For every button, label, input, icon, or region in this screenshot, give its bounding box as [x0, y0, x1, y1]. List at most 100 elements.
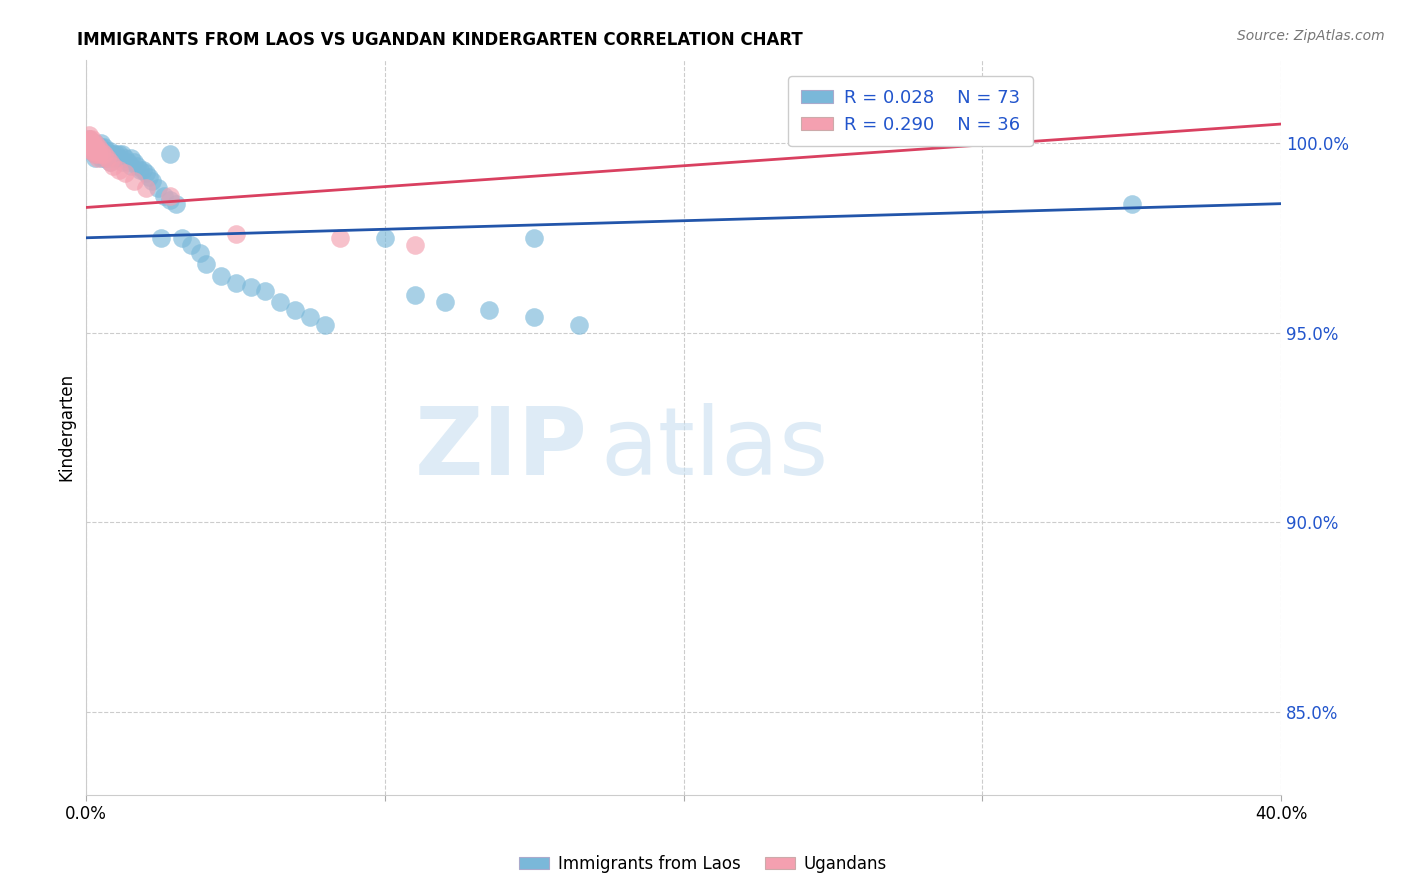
Point	[84, 136, 107, 150]
Point	[77, 136, 100, 150]
Point	[90, 151, 112, 165]
Point	[159, 193, 181, 207]
Point	[87, 140, 110, 154]
Point	[101, 147, 124, 161]
Point	[87, 147, 110, 161]
Point	[523, 231, 546, 245]
Point	[108, 162, 131, 177]
Text: Source: ZipAtlas.com: Source: ZipAtlas.com	[1237, 29, 1385, 43]
Point	[87, 140, 110, 154]
Point	[225, 227, 247, 241]
Point	[90, 136, 112, 150]
Point	[165, 196, 187, 211]
Point	[523, 310, 546, 325]
Point	[96, 151, 118, 165]
Point	[194, 257, 217, 271]
Point	[87, 151, 110, 165]
Point	[98, 147, 121, 161]
Point	[105, 151, 128, 165]
Point	[77, 132, 100, 146]
Point	[135, 166, 157, 180]
Point	[82, 136, 104, 150]
Point	[96, 147, 118, 161]
Point	[77, 136, 100, 150]
Point	[84, 140, 107, 154]
Point	[1121, 196, 1143, 211]
Point	[254, 284, 277, 298]
Point	[101, 151, 124, 165]
Point	[117, 155, 139, 169]
Point	[239, 280, 262, 294]
Point	[122, 155, 145, 169]
Point	[114, 166, 136, 180]
Point	[87, 144, 110, 158]
Point	[108, 147, 131, 161]
Point	[77, 132, 100, 146]
Text: IMMIGRANTS FROM LAOS VS UGANDAN KINDERGARTEN CORRELATION CHART: IMMIGRANTS FROM LAOS VS UGANDAN KINDERGA…	[77, 31, 803, 49]
Point	[225, 277, 247, 291]
Point	[125, 159, 148, 173]
Point	[82, 144, 104, 158]
Point	[433, 295, 456, 310]
Point	[314, 318, 336, 332]
Legend: R = 0.028    N = 73, R = 0.290    N = 36: R = 0.028 N = 73, R = 0.290 N = 36	[789, 76, 1033, 146]
Point	[141, 174, 163, 188]
Point	[129, 162, 152, 177]
Point	[404, 287, 426, 301]
Point	[77, 136, 100, 150]
Point	[146, 181, 169, 195]
Point	[87, 144, 110, 158]
Point	[90, 140, 112, 154]
Point	[120, 159, 142, 173]
Point	[374, 231, 396, 245]
Point	[84, 151, 107, 165]
Point	[96, 144, 118, 158]
Point	[84, 136, 107, 150]
Text: atlas: atlas	[600, 403, 828, 495]
Point	[132, 162, 155, 177]
Point	[93, 147, 115, 161]
Point	[98, 155, 121, 169]
Point	[159, 147, 181, 161]
Point	[269, 295, 291, 310]
Point	[82, 132, 104, 146]
Point	[101, 159, 124, 173]
Point	[84, 140, 107, 154]
Point	[209, 268, 232, 283]
Point	[96, 151, 118, 165]
Point	[84, 144, 107, 158]
Point	[404, 238, 426, 252]
Point	[77, 132, 100, 146]
Point	[135, 181, 157, 195]
Point	[478, 302, 501, 317]
Point	[84, 140, 107, 154]
Point	[180, 238, 202, 252]
Point	[299, 310, 322, 325]
Point	[170, 231, 193, 245]
Point	[90, 144, 112, 158]
Point	[84, 144, 107, 158]
Point	[98, 155, 121, 169]
Point	[120, 151, 142, 165]
Point	[105, 147, 128, 161]
Point	[82, 144, 104, 158]
Point	[90, 147, 112, 161]
Point	[82, 136, 104, 150]
Point	[284, 302, 307, 317]
Y-axis label: Kindergarten: Kindergarten	[58, 373, 75, 482]
Point	[98, 144, 121, 158]
Point	[90, 147, 112, 161]
Point	[159, 189, 181, 203]
Point	[77, 140, 100, 154]
Point	[84, 147, 107, 161]
Point	[149, 231, 172, 245]
Point	[111, 155, 134, 169]
Point	[87, 147, 110, 161]
Point	[188, 246, 211, 260]
Point	[93, 151, 115, 165]
Point	[93, 147, 115, 161]
Point	[77, 128, 100, 143]
Point	[93, 140, 115, 154]
Point	[114, 151, 136, 165]
Text: ZIP: ZIP	[415, 403, 588, 495]
